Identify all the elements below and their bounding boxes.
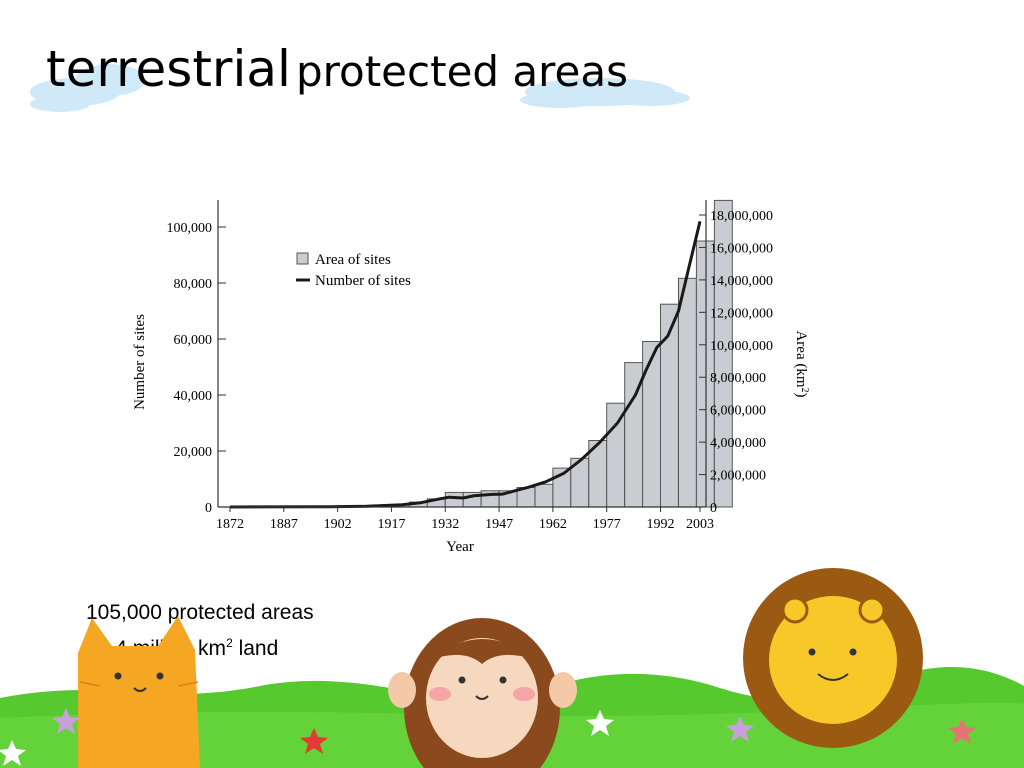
number-of-sites-line	[229, 221, 702, 509]
legend-label-line: Number of sites	[315, 273, 411, 289]
x-axis-label: Year	[446, 539, 474, 555]
left-tick-label: 60,000	[174, 333, 213, 348]
legend-label-bars: Area of sites	[315, 252, 391, 268]
x-tick-label: 1962	[539, 517, 567, 532]
fact-land-sup: 2	[226, 636, 233, 650]
x-tick-label: 1992	[647, 517, 675, 532]
left-axis-label: Number of sites	[132, 314, 148, 410]
right-axis-ticks: 0 2,000,000 4,000,000 6,000,000 8,000,000 10,…	[699, 209, 773, 516]
right-tick-label: 2,000,000	[710, 469, 766, 484]
legend-swatch-bars	[296, 252, 309, 265]
cloud-decoration	[30, 64, 690, 112]
cloud-left-icon	[30, 64, 145, 112]
chart-legend: Area of sites Number of sites	[296, 252, 411, 289]
right-tick-label: 0	[710, 501, 717, 516]
x-tick-label: 1947	[485, 517, 513, 532]
x-tick-label: 1902	[324, 517, 352, 532]
chart-axes	[217, 200, 707, 508]
left-axis-ticks: 0 20,000 40,000 60,000 80,000 100,000	[167, 221, 226, 516]
fact-land-suffix: land	[232, 637, 279, 660]
area-bars	[391, 199, 733, 508]
x-tick-label: 2003	[686, 517, 714, 532]
cat-icon	[78, 616, 200, 768]
right-tick-label: 18,000,000	[710, 209, 773, 224]
cloud-right-icon	[520, 78, 690, 108]
bottom-scene	[0, 568, 1024, 768]
lion-icon	[743, 568, 923, 748]
right-tick-label: 8,000,000	[710, 371, 766, 386]
left-tick-label: 0	[205, 501, 212, 516]
right-axis-label-suffix: )	[793, 393, 809, 398]
area-bar	[444, 491, 464, 508]
left-tick-label: 100,000	[167, 221, 213, 236]
x-tick-label: 1932	[431, 517, 459, 532]
area-bar	[678, 277, 697, 508]
slide-title: terrestrial protected areas	[46, 40, 628, 98]
area-bar	[713, 199, 733, 508]
right-tick-label: 12,000,000	[710, 306, 773, 321]
left-tick-label: 20,000	[174, 445, 213, 460]
right-axis-label-sup: 2	[800, 388, 811, 393]
left-tick-label: 80,000	[174, 277, 213, 292]
area-bar	[534, 483, 554, 508]
right-tick-label: 4,000,000	[710, 436, 766, 451]
fact-protected-areas: 105,000 protected areas	[86, 601, 314, 624]
star-icon	[0, 708, 976, 766]
left-tick-label: 40,000	[174, 389, 213, 404]
right-tick-label: 16,000,000	[710, 241, 773, 256]
right-axis-label-prefix: Area (km	[793, 330, 809, 387]
right-tick-label: 10,000,000	[710, 339, 773, 354]
x-tick-label: 1977	[593, 517, 621, 532]
right-axis-label: Area (km2)	[793, 330, 811, 397]
title-part-2: protected areas	[296, 47, 628, 96]
monkey-icon	[388, 618, 577, 768]
right-tick-label: 6,000,000	[710, 404, 766, 419]
x-axis-ticks: 1872 1887 1902 1917 1932 1947 1962 1977 1992 2003	[216, 507, 714, 532]
x-tick-label: 1887	[270, 517, 298, 532]
x-tick-label: 1917	[377, 517, 405, 532]
title-part-1: terrestrial	[46, 40, 291, 98]
area-bar	[642, 341, 661, 508]
right-tick-label: 14,000,000	[710, 274, 773, 289]
x-tick-label: 1872	[216, 517, 244, 532]
protected-areas-chart: 0 20,000 40,000 60,000 80,000 100,000 0 2,000,…	[132, 199, 811, 555]
